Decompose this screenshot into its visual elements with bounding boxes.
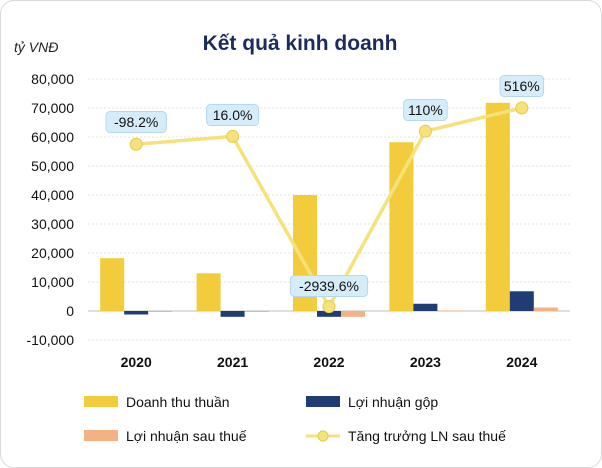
y-tick-label: 80,000: [31, 71, 74, 87]
data-label-box: [499, 75, 545, 97]
x-tick-label: 2024: [506, 354, 537, 370]
data-label-2022: -2939.6%: [299, 278, 359, 294]
y-tick-label: 50,000: [31, 158, 74, 174]
bar-lợi-nhuận-gộp-2020: [124, 311, 149, 315]
bar-lợi-nhuận-sau-thuế-2020: [148, 311, 173, 312]
bars: [100, 102, 558, 317]
y-tick-label: -10,000: [27, 332, 75, 348]
bar-lợi-nhuận-gộp-2024: [509, 291, 534, 311]
data-label-2024: 516%: [504, 78, 540, 94]
legend-swatch: [84, 396, 118, 407]
legend-label: Tăng trưởng LN sau thuế: [348, 428, 506, 444]
data-label-box: [403, 99, 448, 121]
data-label-box: [289, 275, 369, 297]
growth-point-2024: [515, 101, 529, 115]
bar-lợi-nhuận-gộp-2022: [317, 311, 341, 317]
legend-swatch-marker: [317, 430, 329, 442]
data-label-2023: 110%: [408, 102, 443, 118]
data-label-2020: -98.2%: [114, 114, 158, 130]
bar-lợi-nhuận-sau-thuế-2023: [437, 310, 462, 312]
x-tick-label: 2022: [313, 354, 344, 370]
data-label-2021: 16.0%: [213, 107, 253, 123]
y-tick-label: 60,000: [31, 129, 74, 145]
legend-label: Lợi nhuận sau thuế: [126, 428, 247, 444]
bar-lợi-nhuận-gộp-2023: [413, 303, 438, 311]
y-tick-label: 20,000: [31, 245, 74, 261]
growth-point-2021: [226, 129, 240, 143]
y-tick-label: 30,000: [31, 216, 74, 232]
data-label-box: [105, 111, 167, 133]
legend-label: Doanh thu thuần: [126, 394, 230, 410]
bar-lợi-nhuận-sau-thuế-2022: [341, 311, 365, 317]
x-tick-label: 2021: [217, 354, 248, 370]
legend-swatch: [306, 396, 340, 407]
bar-doanh-thu-thuần-2020: [100, 258, 125, 311]
data-label-box: [206, 104, 260, 126]
legend-swatch: [84, 430, 118, 441]
growth-line: -98.2% 16.0% -2939.6% 110% 516%: [105, 75, 545, 314]
bar-doanh-thu-thuần-2023: [389, 142, 414, 311]
x-tick-label: 2020: [121, 354, 152, 370]
y-tick-label: 70,000: [31, 100, 74, 116]
bar-doanh-thu-thuần-2021: [196, 273, 221, 311]
chart-title: Kết quả kinh doanh: [203, 32, 398, 55]
y-tick-label: 0: [66, 303, 74, 319]
legend: Doanh thu thuần Lợi nhuận gộp Lợi nhuận sa…: [84, 394, 506, 444]
growth-point-2023: [418, 124, 432, 138]
legend-label: Lợi nhuận gộp: [348, 394, 438, 410]
y-tick-label: 10,000: [31, 274, 74, 290]
x-axis-categories: 2020 2021 2022 2023 2024: [121, 354, 538, 370]
y-axis-ticks: -10,000 0 10,000 20,000 30,000 40,000 50,000 60…: [27, 71, 75, 348]
x-tick-label: 2023: [410, 354, 441, 370]
growth-point-2022: [322, 300, 336, 314]
growth-point-2020: [129, 137, 143, 151]
bar-lợi-nhuận-gộp-2021: [220, 311, 245, 317]
bar-lợi-nhuận-sau-thuế-2021: [244, 311, 269, 312]
bar-doanh-thu-thuần-2024: [485, 102, 510, 311]
bar-lợi-nhuận-sau-thuế-2024: [533, 307, 558, 311]
unit-label: tỷ VNĐ: [14, 39, 58, 55]
y-tick-label: 40,000: [31, 187, 74, 203]
